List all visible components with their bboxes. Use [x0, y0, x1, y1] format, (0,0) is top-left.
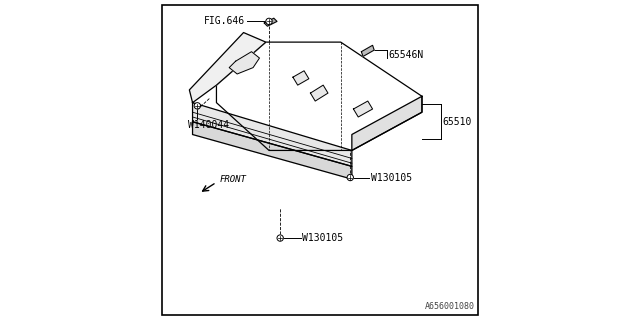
Text: FRONT: FRONT: [220, 175, 246, 184]
Circle shape: [347, 174, 353, 181]
Circle shape: [277, 235, 284, 241]
Polygon shape: [193, 122, 352, 179]
Text: W140044: W140044: [188, 120, 229, 130]
Polygon shape: [293, 71, 309, 85]
Text: 65546N: 65546N: [388, 50, 424, 60]
Circle shape: [266, 18, 272, 25]
Polygon shape: [353, 101, 372, 117]
Text: FIG.646: FIG.646: [204, 16, 245, 27]
Polygon shape: [362, 45, 374, 56]
Polygon shape: [352, 96, 422, 150]
Text: W130105: W130105: [303, 233, 344, 243]
Polygon shape: [310, 85, 328, 101]
Polygon shape: [193, 103, 352, 166]
Text: A656001080: A656001080: [424, 302, 474, 311]
Text: W130105: W130105: [371, 172, 412, 182]
Circle shape: [194, 103, 200, 109]
Polygon shape: [264, 18, 277, 26]
Polygon shape: [189, 33, 266, 103]
Text: 65510: 65510: [443, 117, 472, 127]
Polygon shape: [229, 52, 259, 74]
Polygon shape: [216, 42, 422, 150]
